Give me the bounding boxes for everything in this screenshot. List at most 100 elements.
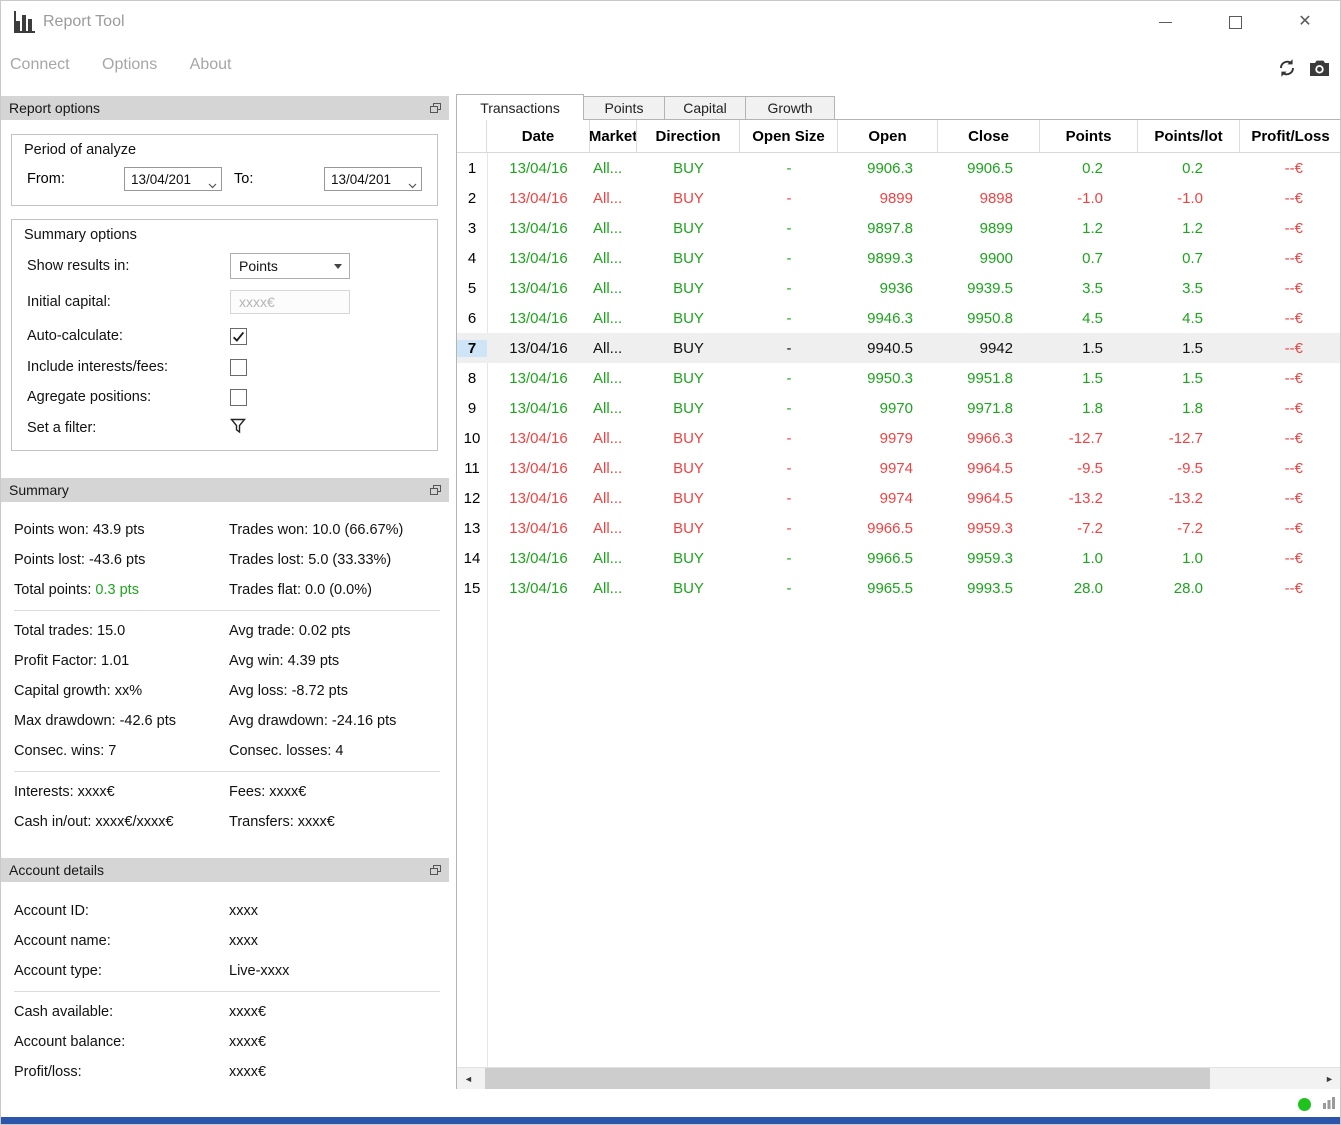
cell-open-size: - — [740, 280, 838, 297]
float-panel-icon[interactable] — [430, 485, 441, 495]
cell-direction: BUY — [637, 460, 740, 477]
cell-points: -12.7 — [1040, 430, 1138, 447]
table-row[interactable]: 1013/04/16All...BUY-99799966.3-12.7-12.7… — [457, 423, 1341, 453]
include-interests-checkbox[interactable] — [230, 359, 247, 376]
window-title: Report Tool — [43, 13, 125, 31]
column-header-direction[interactable]: Direction — [637, 120, 740, 152]
tab-capital[interactable]: Capital — [664, 96, 746, 119]
table-row[interactable]: 1213/04/16All...BUY-99749964.5-13.2-13.2… — [457, 483, 1341, 513]
row-number: 8 — [457, 370, 487, 387]
column-header-date[interactable]: Date — [487, 120, 590, 152]
cell-date: 13/04/16 — [487, 400, 590, 417]
column-header-market[interactable]: Market — [590, 120, 637, 152]
auto-calculate-checkbox[interactable] — [230, 328, 247, 345]
refresh-button[interactable] — [1277, 58, 1297, 83]
cash-available-label: Cash available: — [14, 997, 229, 1027]
cell-open: 9940.5 — [838, 340, 938, 357]
cell-date: 13/04/16 — [487, 490, 590, 507]
column-header-profit-loss[interactable]: Profit/Loss — [1240, 120, 1341, 152]
transactions-pane: DateMarketDirectionOpen SizeOpenClosePoi… — [456, 119, 1341, 1091]
camera-button[interactable] — [1309, 60, 1330, 82]
cell-close: 9898 — [938, 190, 1040, 207]
summary-cash-in-out: Cash in/out: xxxx€/xxxx€ — [14, 807, 229, 837]
cell-close: 9971.8 — [938, 400, 1040, 417]
table-row[interactable]: 813/04/16All...BUY-9950.39951.81.51.5--€ — [457, 363, 1341, 393]
cell-open: 9970 — [838, 400, 938, 417]
report-options-header: Report options — [1, 96, 449, 120]
horizontal-scrollbar[interactable]: ◄ ► — [457, 1067, 1341, 1090]
table-row[interactable]: 413/04/16All...BUY-9899.399000.70.7--€ — [457, 243, 1341, 273]
table-row[interactable]: 313/04/16All...BUY-9897.898991.21.2--€ — [457, 213, 1341, 243]
scroll-left-button[interactable]: ◄ — [457, 1068, 480, 1090]
from-date-combo[interactable]: 13/04/201 — [124, 167, 222, 191]
cell-open-size: - — [740, 310, 838, 327]
cell-direction: BUY — [637, 520, 740, 537]
maximize-button[interactable] — [1200, 1, 1270, 43]
left-panel: Report options Period of analyze From: 1… — [1, 96, 449, 1124]
table-row[interactable]: 213/04/16All...BUY-98999898-1.0-1.0--€ — [457, 183, 1341, 213]
cell-open: 9974 — [838, 460, 938, 477]
cell-open-size: - — [740, 220, 838, 237]
cell-open: 9897.8 — [838, 220, 938, 237]
to-date-combo[interactable]: 13/04/201 — [324, 167, 422, 191]
summary-total-trades: Total trades: 15.0 — [14, 616, 229, 646]
filter-funnel-icon[interactable] — [230, 418, 246, 438]
table-row[interactable]: 513/04/16All...BUY-99369939.53.53.5--€ — [457, 273, 1341, 303]
account-id-value: xxxx — [229, 896, 440, 926]
cell-date: 13/04/16 — [487, 370, 590, 387]
table-row[interactable]: 1113/04/16All...BUY-99749964.5-9.5-9.5--… — [457, 453, 1341, 483]
cell-date: 13/04/16 — [487, 430, 590, 447]
cell-market: All... — [590, 520, 637, 537]
cell-close: 9959.3 — [938, 520, 1040, 537]
aggregate-positions-checkbox[interactable] — [230, 389, 247, 406]
cell-direction: BUY — [637, 190, 740, 207]
table-row[interactable]: 713/04/16All...BUY-9940.599421.51.5--€ — [457, 333, 1341, 363]
account-type-label: Account type: — [14, 956, 229, 986]
column-header-open[interactable]: Open — [838, 120, 938, 152]
report-options-title: Report options — [9, 100, 100, 116]
to-label: To: — [234, 171, 324, 187]
float-panel-icon[interactable] — [430, 865, 441, 875]
cell-market: All... — [590, 190, 637, 207]
scroll-right-button[interactable]: ► — [1318, 1068, 1341, 1090]
cell-close: 9900 — [938, 250, 1040, 267]
summary-consec-losses: Consec. losses: 4 — [229, 736, 440, 766]
tab-growth[interactable]: Growth — [745, 96, 835, 119]
cell-points-lot: -12.7 — [1138, 430, 1240, 447]
table-row[interactable]: 1313/04/16All...BUY-9966.59959.3-7.2-7.2… — [457, 513, 1341, 543]
menu-connect[interactable]: Connect — [1, 46, 84, 74]
total-points-label: Total points: — [14, 582, 91, 598]
cell-open-size: - — [740, 580, 838, 597]
cell-points: 1.5 — [1040, 340, 1138, 357]
tab-transactions[interactable]: Transactions — [456, 94, 584, 120]
scrollbar-thumb[interactable] — [485, 1068, 1210, 1090]
tab-points[interactable]: Points — [583, 96, 665, 119]
cell-close: 9906.5 — [938, 160, 1040, 177]
column-header-points[interactable]: Points — [1040, 120, 1138, 152]
summary-options-title: Summary options — [12, 220, 437, 243]
summary-trades-lost: Trades lost: 5.0 (33.33%) — [229, 545, 440, 575]
column-header-close[interactable]: Close — [938, 120, 1040, 152]
close-button[interactable]: ✕ — [1270, 1, 1340, 43]
column-header-points-lot[interactable]: Points/lot — [1138, 120, 1240, 152]
cell-close: 9939.5 — [938, 280, 1040, 297]
table-row[interactable]: 613/04/16All...BUY-9946.39950.84.54.5--€ — [457, 303, 1341, 333]
cell-open-size: - — [740, 550, 838, 567]
minimize-icon — [1159, 22, 1172, 23]
cell-points: 0.2 — [1040, 160, 1138, 177]
profit-loss-value: xxxx€ — [229, 1057, 440, 1087]
cell-direction: BUY — [637, 400, 740, 417]
column-header-open-size[interactable]: Open Size — [740, 120, 838, 152]
menu-options[interactable]: Options — [88, 46, 171, 74]
show-results-combo[interactable]: Points — [230, 253, 350, 279]
menu-about[interactable]: About — [176, 46, 246, 74]
table-row[interactable]: 1513/04/16All...BUY-9965.59993.528.028.0… — [457, 573, 1341, 603]
table-row[interactable]: 113/04/16All...BUY-9906.39906.50.20.2--€ — [457, 153, 1341, 183]
table-row[interactable]: 913/04/16All...BUY-99709971.81.81.8--€ — [457, 393, 1341, 423]
minimize-button[interactable] — [1130, 1, 1200, 43]
table-row[interactable]: 1413/04/16All...BUY-9966.59959.31.01.0--… — [457, 543, 1341, 573]
summary-interests: Interests: xxxx€ — [14, 777, 229, 807]
account-type-value: Live-xxxx — [229, 956, 440, 986]
resize-grip-icon[interactable] — [1322, 1096, 1336, 1115]
float-panel-icon[interactable] — [430, 103, 441, 113]
